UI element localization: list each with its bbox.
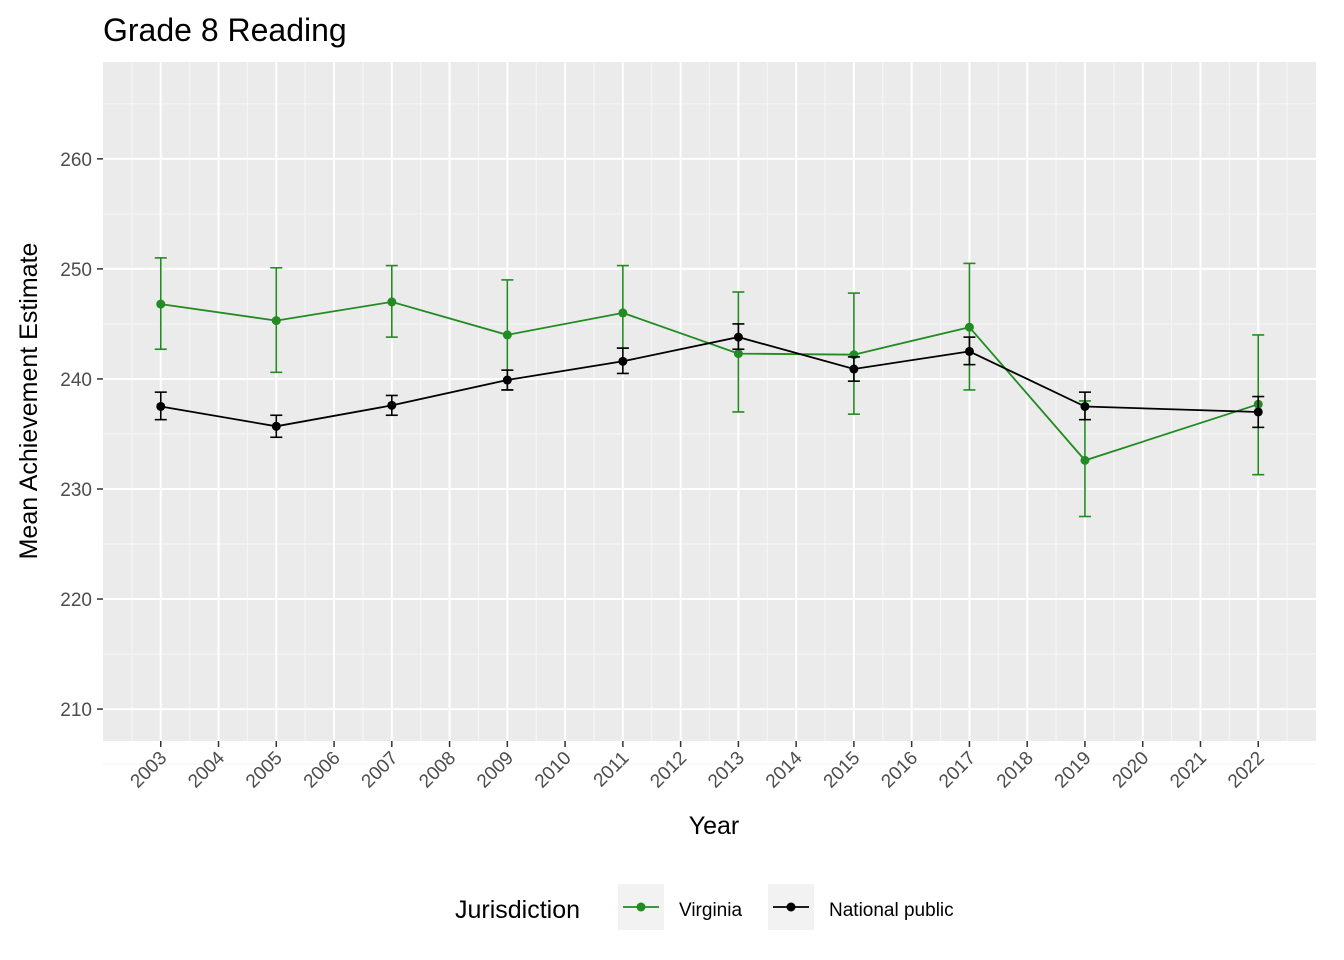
data-point — [156, 401, 166, 411]
x-tick-label: 2009 — [473, 748, 518, 793]
y-tick-label: 260 — [60, 150, 92, 171]
series-line — [160, 336, 1259, 428]
x-tick-label: 2019 — [1051, 748, 1096, 793]
y-axis: 210 220 230 240 250 260 — [60, 150, 103, 721]
data-point — [733, 332, 743, 342]
data-point — [502, 375, 512, 385]
y-axis-title: Mean Achievement Estimate — [15, 243, 43, 560]
x-tick-label: 2012 — [646, 748, 691, 793]
x-tick-label: 2016 — [877, 748, 922, 793]
data-point — [849, 364, 859, 374]
legend-key-virginia — [618, 884, 664, 930]
x-tick-label: 2010 — [531, 748, 576, 793]
x-tick-label: 2008 — [415, 748, 460, 793]
x-tick-label: 2011 — [590, 748, 634, 792]
x-tick-label: 2021 — [1166, 748, 1211, 793]
legend-key-point — [786, 902, 796, 912]
data-point — [733, 349, 743, 359]
x-tick-label: 2006 — [300, 748, 345, 793]
series-line — [160, 300, 1259, 462]
data-point — [502, 330, 512, 340]
x-tick-label: 2017 — [935, 748, 980, 793]
x-tick-label: 2015 — [820, 748, 865, 793]
legend-key-national-public — [768, 884, 814, 930]
data-point — [1080, 401, 1090, 411]
data-point — [387, 297, 397, 307]
y-tick-label: 210 — [60, 700, 92, 721]
data-point — [1253, 407, 1263, 417]
legend: Jurisdiction Virginia National public — [455, 884, 954, 930]
legend-key-point — [636, 902, 646, 912]
grid — [103, 62, 1316, 765]
y-tick-label: 220 — [60, 590, 92, 611]
series-national-public — [154, 323, 1265, 439]
chart-title: Grade 8 Reading — [103, 12, 347, 48]
x-tick-label: 2014 — [762, 747, 807, 792]
y-tick-label: 250 — [60, 260, 92, 281]
legend-label: National public — [829, 900, 954, 921]
data-point — [387, 400, 397, 410]
data-point — [156, 299, 166, 309]
x-tick-label: 2020 — [1109, 748, 1154, 793]
y-tick-label: 240 — [60, 370, 92, 391]
data-point — [1080, 455, 1090, 465]
data-point — [271, 421, 281, 431]
data-point — [618, 356, 628, 366]
y-tick-label: 230 — [60, 480, 92, 501]
data-point — [964, 322, 974, 332]
data-point — [271, 316, 281, 326]
x-tick-label: 2013 — [704, 748, 749, 793]
data-point — [964, 346, 974, 356]
x-tick-label: 2003 — [127, 748, 172, 793]
x-axis: 2003 2004 2005 2006 2007 2008 2009 2010 2011 2012… — [127, 741, 1269, 792]
data-point — [618, 308, 628, 318]
series-layer — [154, 257, 1265, 518]
x-tick-label: 2022 — [1224, 748, 1269, 793]
x-tick-label: 2005 — [242, 748, 287, 793]
x-tick-label: 2018 — [993, 748, 1038, 793]
legend-title: Jurisdiction — [455, 896, 580, 924]
x-axis-title: Year — [689, 812, 740, 840]
x-tick-label: 2007 — [358, 748, 403, 793]
legend-label: Virginia — [679, 900, 742, 921]
x-tick-label: 2004 — [184, 747, 229, 792]
series-virginia — [154, 257, 1265, 518]
